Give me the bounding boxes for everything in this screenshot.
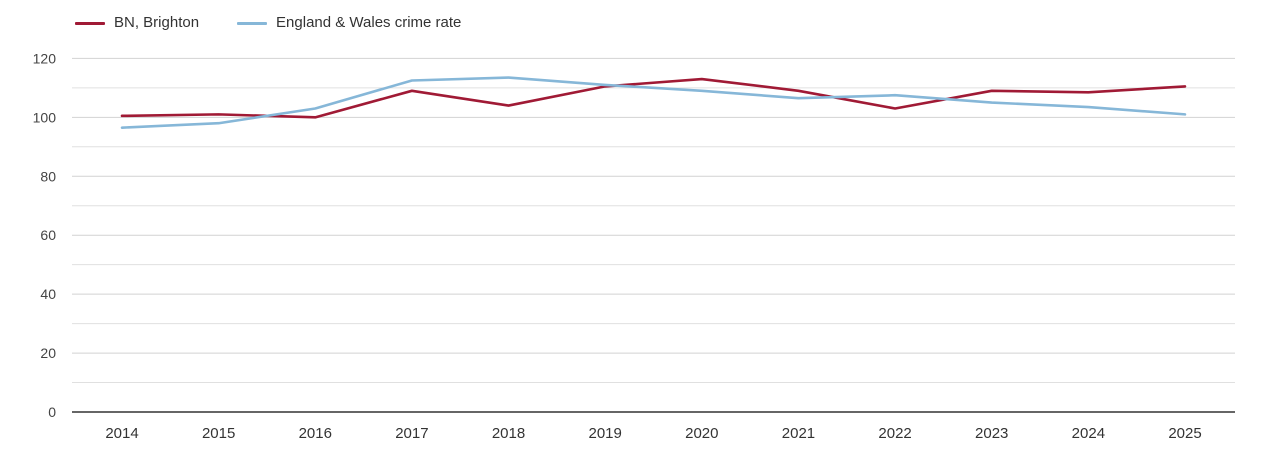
y-axis-label: 40 xyxy=(40,286,56,302)
y-axis-label: 0 xyxy=(48,404,56,420)
x-axis-label: 2024 xyxy=(1072,425,1105,442)
legend-swatch-bn-brighton xyxy=(75,21,105,25)
x-axis-label: 2025 xyxy=(1168,425,1201,442)
y-axis-label: 60 xyxy=(40,227,56,243)
legend-swatch-england-wales xyxy=(237,21,268,25)
legend-item-england-wales[interactable]: England & Wales crime rate xyxy=(237,14,461,32)
x-axis-label: 2014 xyxy=(105,425,138,442)
x-axis-label: 2022 xyxy=(878,425,911,442)
y-axis-label: 100 xyxy=(33,109,57,125)
y-axis-label: 20 xyxy=(40,345,56,361)
series-line-england-wales-crime-rate xyxy=(120,76,1187,129)
legend-label-england-wales: England & Wales crime rate xyxy=(276,14,462,31)
x-axis-label: 2023 xyxy=(975,425,1008,442)
x-axis-label: 2020 xyxy=(685,425,718,442)
y-axis-label: 80 xyxy=(40,168,56,184)
x-axis-label: 2017 xyxy=(395,425,428,442)
legend-label-bn-brighton: BN, Brighton xyxy=(114,14,200,31)
x-axis-label: 2018 xyxy=(492,425,525,442)
x-axis-label: 2021 xyxy=(782,425,815,442)
x-axis-label: 2016 xyxy=(299,425,332,442)
x-axis-label: 2019 xyxy=(588,425,621,442)
legend-item-bn-brighton[interactable]: BN, Brighton xyxy=(75,14,199,32)
y-axis-label: 120 xyxy=(33,50,57,66)
chart-legend: BN, Brighton England & Wales crime rate xyxy=(75,14,461,32)
x-axis-label: 2015 xyxy=(202,425,235,442)
series-line-bn-brighton xyxy=(120,77,1187,119)
